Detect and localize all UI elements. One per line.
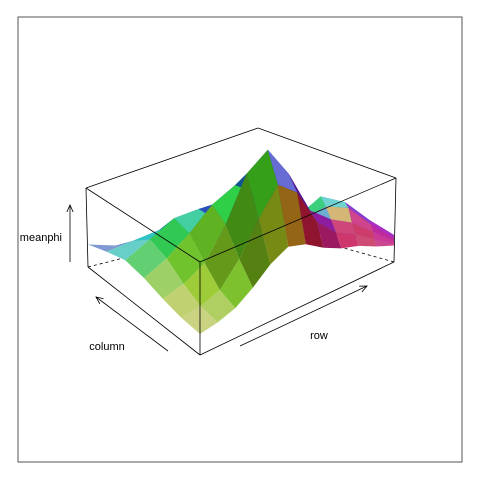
surface-facet <box>371 224 394 241</box>
surface-facet <box>309 210 336 233</box>
surface-facet <box>348 207 373 232</box>
surface-facet <box>336 232 359 249</box>
surface-facet <box>88 240 133 252</box>
surface-facet <box>316 221 342 249</box>
surface-mesh <box>88 149 394 334</box>
x-axis-arrow <box>239 286 367 347</box>
y-axis-label: column <box>89 341 124 353</box>
surface-facet <box>149 218 190 259</box>
surface-facet <box>267 149 298 193</box>
surface-facet <box>330 219 356 235</box>
surface-facet <box>162 283 201 318</box>
surface-facet <box>189 204 226 264</box>
z-axis-label: meanphi <box>20 232 62 244</box>
surface-facet <box>278 184 306 247</box>
surface-facet <box>183 263 220 307</box>
surface-facet <box>373 231 394 244</box>
plot-frame <box>17 16 463 463</box>
y-axis-arrow <box>96 297 169 352</box>
surface-facet <box>355 234 377 247</box>
surface-facet <box>303 206 331 220</box>
surface-facet <box>239 218 271 288</box>
box-edge <box>257 127 397 179</box>
surface-facet <box>246 149 278 219</box>
surface-facet <box>200 290 236 323</box>
surface-facet <box>174 204 213 234</box>
surface-facet <box>320 196 349 208</box>
surface-facet <box>325 206 352 223</box>
box-edge <box>199 261 395 356</box>
box-edge <box>393 177 397 263</box>
surface-facet <box>220 259 253 309</box>
box-edge <box>85 187 201 263</box>
surface-facet <box>144 258 184 299</box>
surface-facet <box>297 192 324 248</box>
x-axis-label: row <box>310 330 328 342</box>
box-edge <box>87 266 201 356</box>
surface-facet <box>204 224 240 291</box>
surface-facet <box>225 173 259 259</box>
box-edge <box>85 187 89 268</box>
surface-facet <box>166 233 205 284</box>
surface-facet <box>374 239 394 247</box>
surface-facet <box>181 306 218 334</box>
surface-facet <box>351 222 375 240</box>
surface-facet <box>369 220 394 238</box>
surface-facet <box>258 184 289 265</box>
box-edge <box>85 127 259 189</box>
box-edge <box>199 177 397 263</box>
surface-facet <box>106 239 150 261</box>
surface-facet <box>125 239 167 278</box>
surface-facet <box>345 202 372 225</box>
